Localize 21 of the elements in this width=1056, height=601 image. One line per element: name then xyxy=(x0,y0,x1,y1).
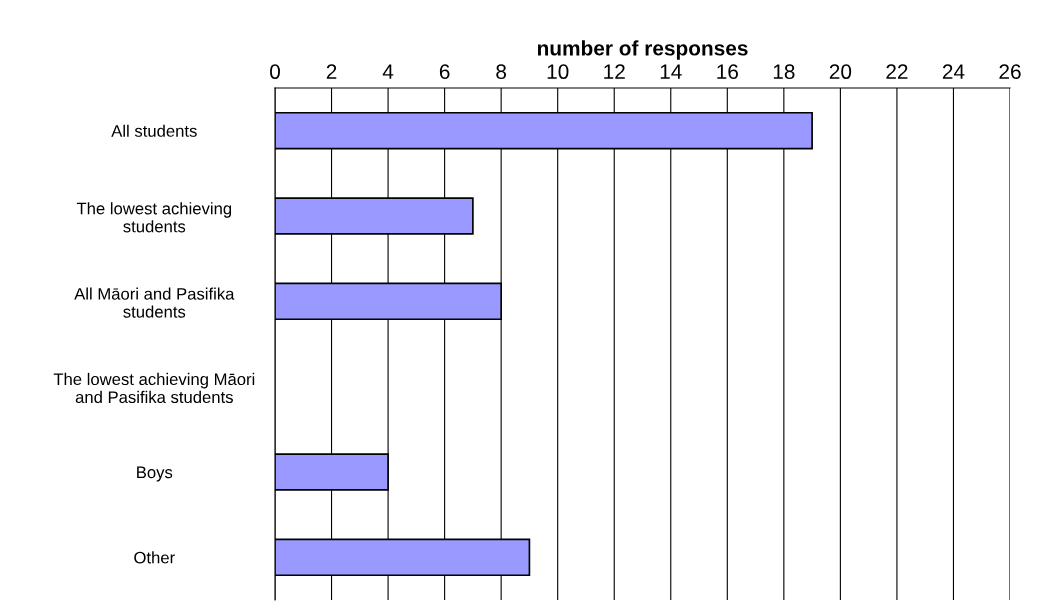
x-tick-label: 12 xyxy=(604,64,625,79)
x-tick-label: 20 xyxy=(829,64,852,80)
x-tick-label: 16 xyxy=(717,64,738,80)
x-tick-label: 26 xyxy=(999,64,1021,80)
x-tick-label: 24 xyxy=(942,64,965,79)
y-tick-label: The lowest achieving Māori and Pasifika students xyxy=(53,372,255,404)
x-tick-label: 0 xyxy=(270,64,280,80)
y-tick-label: Other xyxy=(134,551,175,564)
y-tick-label: All Māori and Pasifika students xyxy=(74,287,235,318)
x-tick-label: 10 xyxy=(547,64,569,80)
x-tick-label: 4 xyxy=(382,64,394,79)
y-tick-label: The lowest achieving students xyxy=(76,202,232,233)
x-tick-label: 6 xyxy=(439,64,450,80)
x-tick-label: 14 xyxy=(660,64,682,79)
x-tick-label: 22 xyxy=(886,64,908,79)
x-tick-label: 18 xyxy=(773,64,795,80)
x-tick-label: 8 xyxy=(496,64,507,80)
y-tick-label: All students xyxy=(111,124,197,137)
y-tick-label: Boys xyxy=(137,466,173,482)
x-tick-label: 2 xyxy=(326,64,337,79)
x-axis-title: number of responses xyxy=(537,40,748,60)
